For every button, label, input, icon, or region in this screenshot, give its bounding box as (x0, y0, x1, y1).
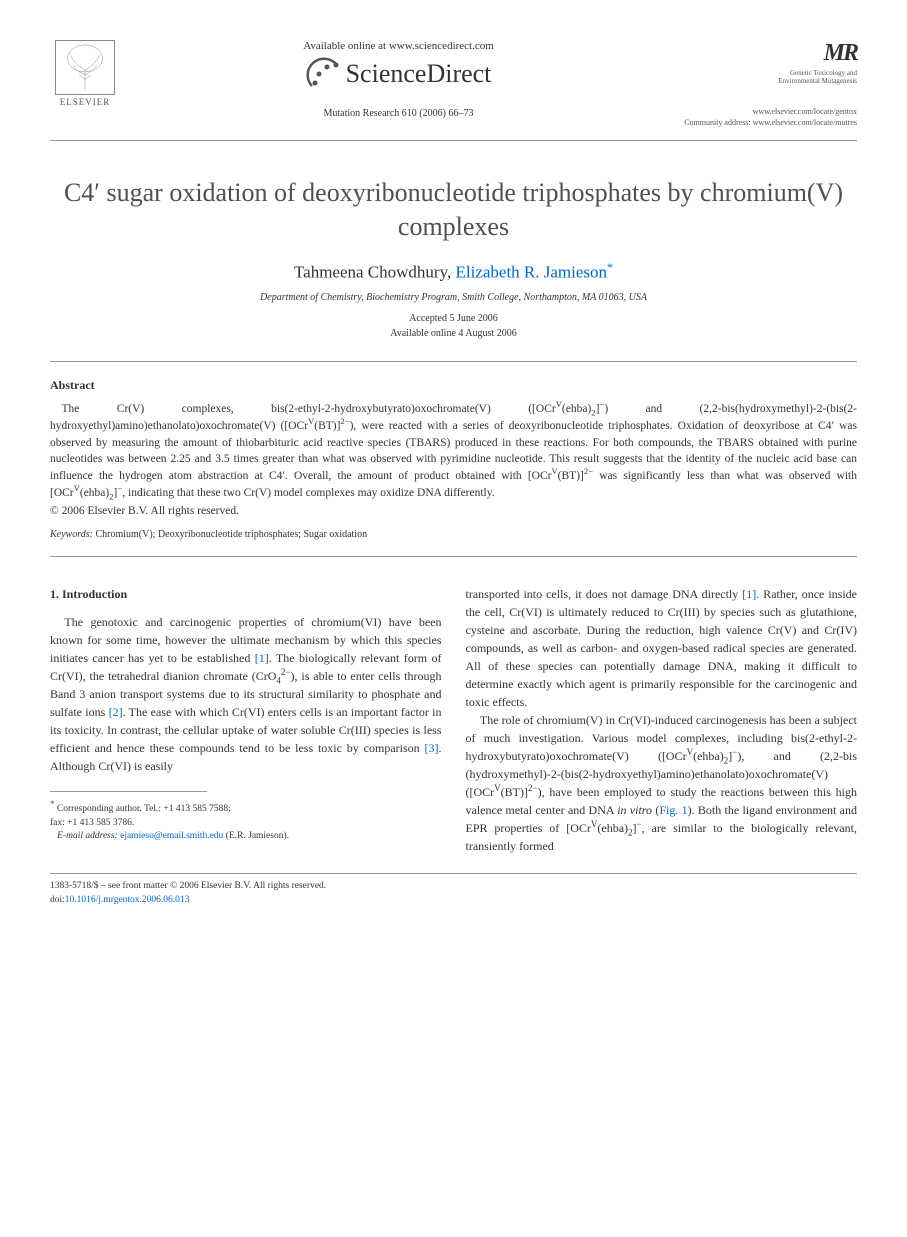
abstract-section: Abstract The Cr(V) complexes, bis(2-ethy… (50, 361, 857, 557)
sd-arc-icon (306, 56, 342, 92)
header-bar: ELSEVIER Available online at www.science… (50, 40, 857, 141)
issn-line: 1383-5718/$ – see front matter © 2006 El… (50, 881, 326, 891)
journal-links: www.elsevier.com/locate/gentox Community… (677, 106, 857, 128)
ref-1b[interactable]: [1] (742, 587, 756, 601)
section-1-heading: 1. Introduction (50, 585, 442, 603)
intro-para-2: The role of chromium(V) in Cr(VI)-induce… (466, 711, 858, 855)
p2a: The role of chromium(V) in Cr(VI)-induce… (466, 713, 858, 817)
mr-sub-line2: Environmental Mutagenesis (778, 77, 857, 85)
journal-link-2[interactable]: www.elsevier.com/locate/mutres (753, 118, 857, 127)
email-label: E-mail address: (57, 831, 118, 841)
author-2[interactable]: Elizabeth R. Jamieson (455, 262, 607, 281)
journal-link-1[interactable]: www.elsevier.com/locate/gentox (753, 107, 857, 116)
keywords-label: Keywords: (50, 529, 93, 540)
abstract-text: The Cr(V) complexes, bis(2-ethyl-2-hydro… (50, 401, 857, 501)
doi-link[interactable]: 10.1016/j.mrgentox.2006.06.013 (65, 895, 190, 905)
mr-subtitle: Genetic Toxicology and Environmental Mut… (677, 69, 857, 86)
abstract-heading: Abstract (50, 378, 857, 393)
ref-3[interactable]: [3] (425, 741, 439, 755)
corresponding-author: Corresponding author. Tel.: +1 413 585 7… (57, 805, 231, 815)
body-columns: 1. Introduction The genotoxic and carcin… (50, 585, 857, 855)
keywords: Keywords: Chromium(V); Deoxyribonucleoti… (50, 529, 857, 540)
footnote-separator (50, 791, 207, 792)
doi-label: doi: (50, 895, 65, 905)
column-right: transported into cells, it does not dama… (466, 585, 858, 855)
email-link[interactable]: ejamieso@email.smith.edu (120, 831, 223, 841)
bottom-info: 1383-5718/$ – see front matter © 2006 El… (50, 873, 857, 907)
journal-reference: Mutation Research 610 (2006) 66–73 (120, 108, 677, 119)
column-left: 1. Introduction The genotoxic and carcin… (50, 585, 442, 855)
affiliation: Department of Chemistry, Biochemistry Pr… (50, 292, 857, 303)
ref-2[interactable]: [2] (109, 705, 123, 719)
intro-para-1: The genotoxic and carcinogenic propertie… (50, 613, 442, 775)
elsevier-logo: ELSEVIER (50, 40, 120, 120)
mr-logo: MR (677, 40, 857, 67)
abstract-body: The Cr(V) complexes, bis(2-ethyl-2-hydro… (50, 403, 857, 498)
footnote: * Corresponding author. Tel.: +1 413 585… (50, 798, 442, 843)
journal-logo-block: MR Genetic Toxicology and Environmental … (677, 40, 857, 128)
ref-1[interactable]: [1] (255, 651, 269, 665)
online-date: Available online 4 August 2006 (390, 328, 516, 339)
dates: Accepted 5 June 2006 Available online 4 … (50, 311, 857, 341)
abstract-copyright: © 2006 Elsevier B.V. All rights reserved… (50, 505, 857, 517)
p1f: . Rather, once inside the cell, Cr(VI) i… (466, 587, 858, 709)
in-vitro: in vitro (617, 803, 652, 817)
fig-1-link[interactable]: Fig. 1 (659, 803, 687, 817)
p1e: transported into cells, it does not dama… (466, 587, 743, 601)
intro-para-1-cont: transported into cells, it does not dama… (466, 585, 858, 711)
accepted-date: Accepted 5 June 2006 (409, 313, 498, 324)
corresponding-star-icon: * (607, 260, 613, 274)
elsevier-tree-icon (55, 40, 115, 95)
sciencedirect-logo: ScienceDirect (120, 56, 677, 92)
available-online: Available online at www.sciencedirect.co… (120, 40, 677, 52)
elsevier-label: ELSEVIER (60, 97, 111, 107)
title-block: C4′ sugar oxidation of deoxyribonucleoti… (50, 176, 857, 341)
authors: Tahmeena Chowdhury, Elizabeth R. Jamieso… (50, 260, 857, 283)
article-title: C4′ sugar oxidation of deoxyribonucleoti… (50, 176, 857, 244)
footnote-star-icon: * (50, 799, 55, 809)
sciencedirect-text: ScienceDirect (346, 59, 492, 89)
email-who: (E.R. Jamieson). (223, 831, 289, 841)
author-1: Tahmeena Chowdhury (294, 262, 447, 281)
fax: fax: +1 413 585 3786. (50, 818, 134, 828)
center-header: Available online at www.sciencedirect.co… (120, 40, 677, 119)
community-label: Community address: (684, 118, 750, 127)
mr-sub-line1: Genetic Toxicology and (790, 69, 857, 77)
keywords-text: Chromium(V); Deoxyribonucleotide triphos… (95, 529, 367, 540)
